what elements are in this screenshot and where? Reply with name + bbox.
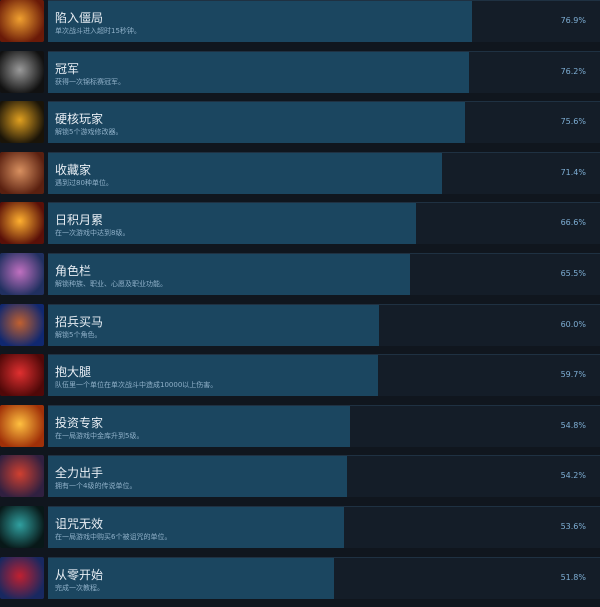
achievement-row[interactable]: 全力出手 拥有一个4级的传说单位。 54.2%	[0, 455, 600, 498]
progress-bar: 收藏家 遇到过80种单位。 71.4%	[48, 151, 600, 194]
unlock-percentage: 75.6%	[560, 117, 586, 127]
achievement-description: 队伍里一个单位在单次战斗中造成10000以上伤害。	[55, 381, 218, 390]
red-tutorial-book-icon	[0, 556, 44, 599]
progress-fill	[48, 507, 344, 548]
achievement-row[interactable]: 抱大腿 队伍里一个单位在单次战斗中造成10000以上伤害。 59.7%	[0, 354, 600, 397]
gold-pile-icon	[0, 404, 44, 447]
unlock-percentage: 59.7%	[560, 370, 586, 380]
achievement-row[interactable]: 角色栏解锁种族、职业、心愿及职业功能。 65.5%	[0, 253, 600, 295]
silver-key-icon	[0, 50, 44, 93]
achievement-row[interactable]: 诅咒无效在一局游戏中购买6个被诅咒的单位。 53.6%	[0, 506, 600, 548]
achievement-description: 拥有一个4级的传说单位。	[55, 482, 137, 491]
progress-bar: 角色栏解锁种族、职业、心愿及职业功能。 65.5%	[48, 253, 600, 295]
unlock-percentage: 54.2%	[560, 471, 586, 481]
achievement-title: 诅咒无效	[55, 517, 104, 531]
achievement-row[interactable]: 投资专家 在一局游戏中金库升到5级。 54.8%	[0, 404, 600, 447]
progress-fill	[48, 456, 348, 498]
achievement-row[interactable]: 冠军 获得一次锦标赛冠军。 76.2%	[0, 50, 600, 93]
progress-bar: 冠军 获得一次锦标赛冠军。 76.2%	[48, 50, 600, 93]
unlock-percentage: 60.0%	[560, 319, 586, 329]
unlock-percentage: 71.4%	[560, 167, 586, 177]
achievement-description: 单次战斗进入超时15秒钟。	[55, 27, 141, 35]
glowing-book-icon	[0, 202, 44, 245]
unlock-percentage: 76.9%	[560, 16, 586, 25]
achievement-title: 日积月累	[55, 213, 104, 228]
progress-bar: 全力出手 拥有一个4级的传说单位。 54.2%	[48, 455, 600, 498]
progress-fill	[48, 557, 334, 599]
armored-knight-icon	[0, 455, 44, 498]
progress-fill	[48, 152, 443, 194]
creature-icon	[0, 151, 44, 194]
progress-bar: 抱大腿 队伍里一个单位在单次战斗中造成10000以上伤害。 59.7%	[48, 354, 600, 397]
achievement-title: 陷入僵局	[55, 11, 104, 25]
achievement-description: 获得一次锦标赛冠军。	[55, 77, 125, 86]
progress-bar: 硬核玩家 解锁5个游戏修改器。 75.6%	[48, 101, 600, 144]
progress-fill	[48, 254, 410, 295]
progress-fill	[48, 355, 378, 397]
progress-bar: 诅咒无效在一局游戏中购买6个被诅咒的单位。 53.6%	[48, 506, 600, 548]
achievement-title: 全力出手	[55, 466, 104, 481]
progress-bar: 日积月累 在一次游戏中达到8级。 66.6%	[48, 202, 600, 245]
achievement-row[interactable]: 收藏家 遇到过80种单位。 71.4%	[0, 151, 600, 194]
unlock-percentage: 53.6%	[560, 522, 586, 531]
progress-bar: 投资专家 在一局游戏中金库升到5级。 54.8%	[48, 404, 600, 447]
achievement-description: 解锁5个角色。	[55, 330, 102, 339]
achievement-title: 收藏家	[55, 162, 92, 177]
unlock-percentage: 66.6%	[560, 218, 586, 228]
progress-fill	[48, 203, 416, 245]
progress-fill	[48, 405, 351, 447]
achievement-row[interactable]: 陷入僵局单次战斗进入超时15秒钟。 76.9%	[0, 0, 600, 42]
achievement-row[interactable]: 日积月累 在一次游戏中达到8级。 66.6%	[0, 202, 600, 245]
achievement-title: 抱大腿	[55, 365, 92, 380]
achievement-title: 角色栏	[55, 264, 92, 278]
achievement-title: 招兵买马	[55, 314, 104, 329]
burning-clock-icon	[0, 0, 44, 42]
character-portrait-icon	[0, 253, 44, 295]
achievement-row[interactable]: 招兵买马 解锁5个角色。 60.0%	[0, 303, 600, 346]
unlock-percentage: 51.8%	[560, 572, 586, 582]
gold-key-icon	[0, 101, 44, 144]
unlock-percentage: 76.2%	[560, 66, 586, 76]
progress-fill	[48, 51, 469, 93]
achievement-title: 从零开始	[55, 567, 104, 582]
progress-bar: 招兵买马 解锁5个角色。 60.0%	[48, 303, 600, 346]
red-cape-icon	[0, 354, 44, 397]
achievement-description: 解锁种族、职业、心愿及职业功能。	[55, 280, 167, 288]
cursed-skull-icon	[0, 506, 44, 548]
achievement-title: 冠军	[55, 61, 80, 76]
achievement-description: 在一次游戏中达到8级。	[55, 229, 130, 238]
achievement-description: 在一局游戏中购买6个被诅咒的单位。	[55, 533, 172, 541]
achievement-row[interactable]: 硬核玩家 解锁5个游戏修改器。 75.6%	[0, 101, 600, 144]
achievement-title: 投资专家	[55, 415, 104, 430]
progress-fill	[48, 102, 466, 144]
achievement-description: 在一局游戏中金库升到5级。	[55, 431, 144, 440]
achievement-title: 硬核玩家	[55, 112, 104, 127]
achievement-description: 完成一次教程。	[55, 583, 104, 592]
progress-fill	[48, 1, 473, 42]
achievement-description: 解锁5个游戏修改器。	[55, 128, 123, 137]
progress-bar: 从零开始 完成一次教程。 51.8%	[48, 556, 600, 599]
progress-fill	[48, 304, 380, 346]
progress-bar: 陷入僵局单次战斗进入超时15秒钟。 76.9%	[48, 0, 600, 42]
beer-mug-icon	[0, 303, 44, 346]
achievement-description: 遇到过80种单位。	[55, 178, 113, 187]
achievement-row[interactable]: 从零开始 完成一次教程。 51.8%	[0, 556, 600, 599]
unlock-percentage: 54.8%	[560, 420, 586, 430]
unlock-percentage: 65.5%	[560, 269, 586, 278]
